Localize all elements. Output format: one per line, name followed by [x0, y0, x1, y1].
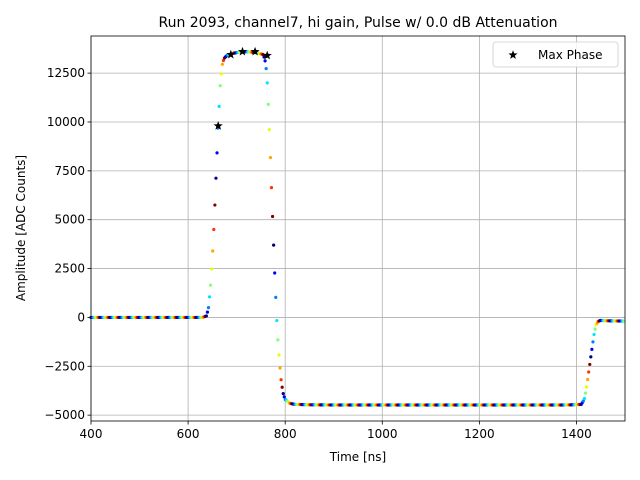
data-point — [273, 271, 277, 275]
legend-star-icon — [508, 50, 518, 59]
data-point — [592, 332, 596, 337]
data-point — [217, 104, 221, 108]
x-tick-label: 600 — [177, 427, 200, 441]
data-point — [205, 310, 210, 314]
max-phase-star — [226, 49, 236, 59]
data-point — [264, 66, 268, 71]
data-point — [215, 151, 219, 155]
data-point — [278, 366, 282, 370]
y-tick-label: −5000 — [44, 408, 85, 422]
data-point — [277, 353, 281, 357]
data-point — [274, 295, 278, 299]
x-tick-label: 1000 — [367, 427, 398, 441]
data-point — [206, 306, 211, 310]
data-point — [263, 59, 267, 63]
max-phase-star — [250, 46, 260, 56]
y-tick-label: −2500 — [44, 359, 85, 373]
tick-layer: 400 600 800 1000 1200 1400 −5000 −2500 0 2500 5000… — [44, 66, 591, 441]
data-point — [262, 55, 266, 59]
y-tick-label: 2500 — [54, 262, 85, 276]
data-point — [266, 102, 270, 106]
legend-box — [492, 41, 619, 68]
y-axis-label: Amplitude [ADC Counts] — [14, 155, 28, 301]
data-point — [282, 395, 286, 399]
y-tick-label: 0 — [77, 310, 85, 324]
data-point — [214, 176, 218, 180]
x-tick-label: 1200 — [464, 427, 495, 441]
legend-entry-max-phase: Max Phase — [538, 48, 602, 62]
data-point — [587, 370, 591, 374]
chart-title: Run 2093, channel7, hi gain, Pulse w/ 0.… — [158, 15, 557, 31]
data-layer — [89, 50, 626, 407]
x-tick-label: 800 — [274, 427, 297, 441]
data-point — [586, 377, 590, 382]
legend-star — [508, 50, 518, 59]
x-axis-label: Time [ns] — [329, 450, 386, 464]
data-point — [280, 385, 284, 389]
data-point — [204, 314, 208, 318]
data-point — [268, 155, 273, 160]
data-point — [267, 127, 271, 132]
data-point — [589, 355, 593, 359]
data-point — [276, 338, 280, 342]
data-point — [279, 378, 283, 382]
data-point — [220, 62, 224, 66]
data-point — [583, 391, 588, 395]
data-point — [269, 186, 274, 190]
data-point — [272, 243, 276, 247]
max-phase-star — [262, 50, 272, 60]
x-tick-label: 400 — [80, 427, 103, 441]
y-tick-label: 7500 — [54, 164, 85, 178]
legend: Max Phase — [492, 41, 619, 68]
data-point — [219, 72, 223, 76]
grid-layer — [90, 36, 625, 421]
data-point — [270, 214, 275, 219]
data-point — [584, 385, 589, 389]
max-phase-markers — [213, 46, 272, 130]
y-tick-label: 12500 — [47, 66, 85, 80]
y-tick-label: 5000 — [54, 213, 85, 227]
data-point — [281, 392, 285, 396]
max-phase-star — [237, 46, 248, 56]
data-point — [582, 396, 587, 401]
data-point — [265, 81, 269, 85]
data-point — [218, 84, 222, 88]
data-point — [209, 283, 213, 287]
data-point — [221, 58, 226, 63]
data-point — [210, 267, 214, 271]
data-point — [590, 347, 594, 351]
data-point — [275, 318, 279, 323]
data-point — [588, 362, 592, 367]
y-tick-label: 10000 — [47, 115, 85, 129]
data-point — [591, 340, 595, 344]
max-phase-star — [213, 121, 223, 130]
data-point — [593, 327, 597, 331]
data-point — [261, 52, 265, 57]
data-point — [207, 295, 212, 299]
data-point — [581, 399, 585, 403]
data-point — [213, 203, 217, 207]
x-tick-label: 1400 — [561, 427, 592, 441]
plot-frame — [90, 35, 626, 422]
data-point — [212, 227, 216, 232]
data-point — [211, 249, 215, 253]
